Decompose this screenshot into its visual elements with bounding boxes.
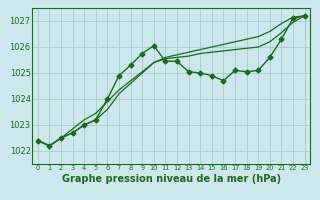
X-axis label: Graphe pression niveau de la mer (hPa): Graphe pression niveau de la mer (hPa): [62, 174, 281, 184]
